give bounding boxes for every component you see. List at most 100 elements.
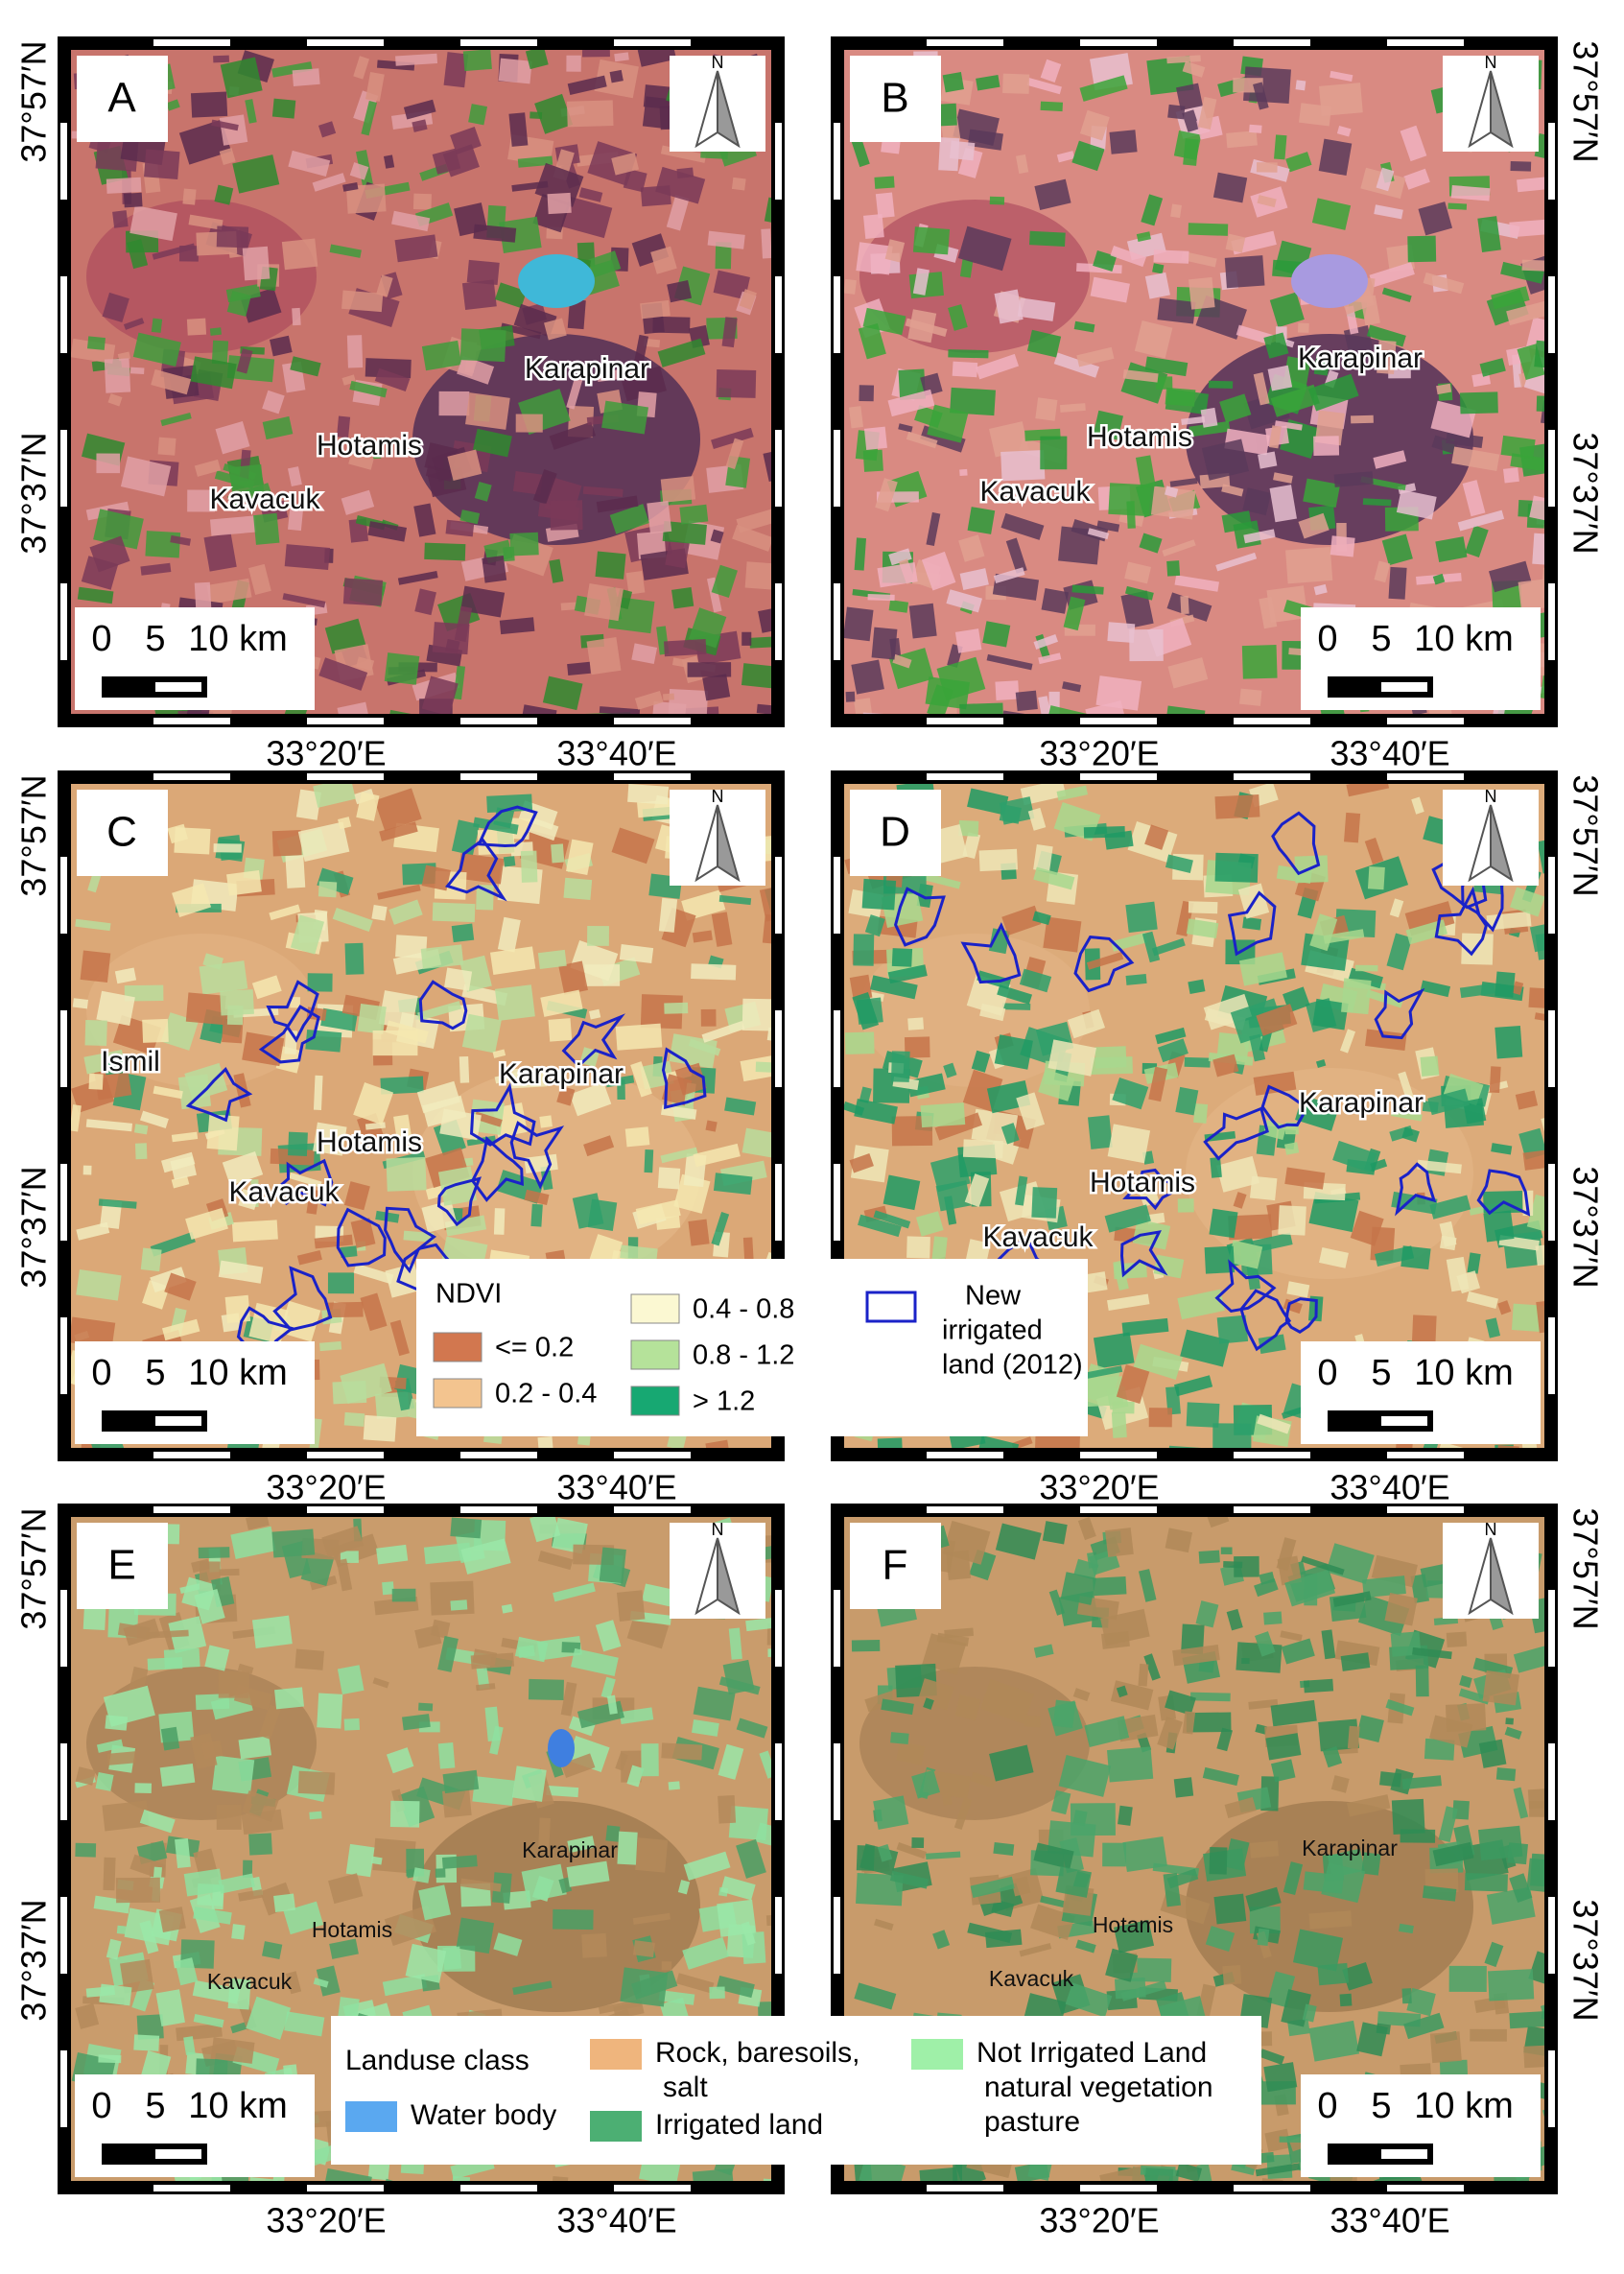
land-patch: [220, 57, 263, 99]
land-patch: [1263, 2062, 1298, 2093]
land-patch: [123, 318, 145, 330]
land-patch: [329, 244, 362, 258]
land-patch: [971, 1050, 991, 1073]
land-patch: [1447, 202, 1468, 210]
land-patch: [1535, 932, 1544, 960]
land-patch: [595, 1620, 622, 1652]
land-patch: [641, 1743, 659, 1777]
land-patch: [1292, 1929, 1344, 1972]
frame-tick: [60, 1743, 67, 1820]
land-patch: [183, 1868, 224, 1897]
land-patch: [1075, 1939, 1096, 1954]
land-patch: [1534, 1012, 1544, 1024]
land-patch: [1259, 596, 1278, 629]
land-patch: [952, 361, 978, 378]
land-patch: [391, 1588, 416, 1602]
land-patch: [1330, 1775, 1350, 1793]
frame-tick: [927, 39, 1003, 46]
land-patch: [371, 904, 388, 921]
land-patch: [473, 224, 517, 243]
land-patch: [1517, 175, 1544, 193]
land-patch: [635, 1199, 681, 1225]
lon-label: 33°20′E: [266, 734, 386, 773]
land-patch: [1144, 272, 1170, 299]
land-patch: [176, 2023, 223, 2042]
land-patch: [260, 1438, 280, 1448]
land-patch: [858, 1214, 902, 1238]
land-patch: [413, 503, 436, 537]
land-patch: [1087, 528, 1110, 540]
land-patch: [509, 532, 539, 557]
land-patch: [1263, 332, 1289, 359]
legend-label: Not Irrigated Land: [977, 2037, 1207, 2069]
land-patch: [1512, 981, 1524, 996]
land-patch: [187, 489, 216, 512]
irrigated-outline: [1260, 1084, 1305, 1129]
land-patch: [1093, 410, 1123, 440]
land-patch: [587, 141, 638, 186]
place-label: Hotamis: [317, 430, 422, 462]
land-patch: [262, 390, 285, 415]
land-patch: [1116, 1685, 1128, 1698]
frame-tick: [1387, 773, 1464, 780]
land-patch: [1462, 480, 1486, 517]
land-patch: [248, 563, 271, 595]
land-patch: [679, 504, 709, 525]
land-patch: [688, 607, 727, 649]
land-patch: [1150, 486, 1196, 520]
legend-swatch: [433, 1332, 482, 1362]
land-patch: [1332, 1140, 1377, 1173]
land-patch: [1243, 66, 1291, 105]
irrigated-outline: [266, 980, 319, 1043]
frame-tick: [1080, 773, 1157, 780]
land-patch: [372, 1837, 416, 1874]
land-patch: [1385, 1698, 1415, 1717]
land-patch: [77, 586, 114, 604]
land-patch: [896, 1741, 926, 1765]
land-patch: [284, 2011, 325, 2037]
land-patch: [457, 355, 495, 385]
frame-tick: [1234, 1452, 1310, 1458]
legend-swatch: [433, 1378, 482, 1409]
scale-bar: [102, 676, 207, 698]
land-patch: [1125, 901, 1158, 934]
frame-tick: [1080, 39, 1157, 46]
land-patch: [560, 1681, 577, 1717]
land-patch: [977, 970, 1011, 990]
land-patch: [329, 1938, 359, 1959]
land-patch: [1204, 1130, 1236, 1142]
land-patch: [877, 561, 918, 588]
land-patch: [391, 210, 431, 232]
land-patch: [936, 656, 986, 701]
land-patch: [245, 99, 257, 124]
land-patch: [919, 2167, 959, 2181]
irrigated-outline: [258, 1005, 320, 1064]
land-patch: [1418, 201, 1453, 236]
lat-label: 37°57′N: [1565, 1507, 1605, 1629]
land-patch: [1313, 436, 1340, 457]
land-patch: [386, 1747, 414, 1774]
land-patch: [1374, 204, 1403, 220]
land-patch: [324, 618, 366, 654]
land-patch: [1429, 2031, 1462, 2064]
land-patch: [932, 1930, 951, 1950]
land-patch: [104, 358, 131, 393]
land-patch: [614, 52, 629, 62]
land-patch: [1365, 1029, 1407, 1051]
land-patch: [718, 894, 752, 906]
land-patch: [1255, 1723, 1268, 1735]
land-patch: [499, 216, 542, 253]
land-patch: [1035, 397, 1058, 421]
land-patch: [1083, 826, 1125, 839]
land-patch: [1269, 292, 1305, 328]
lon-label: 33°20′E: [1039, 734, 1159, 773]
land-patch: [1143, 1653, 1161, 1681]
frame-tick: [775, 1010, 782, 1087]
land-patch: [296, 1250, 322, 1266]
land-patch: [212, 1755, 255, 1795]
land-patch: [134, 1143, 148, 1160]
irrigated-outline: [1271, 811, 1321, 876]
land-patch: [1415, 1665, 1429, 1697]
land-patch: [417, 1001, 462, 1021]
land-patch: [1093, 1576, 1127, 1597]
